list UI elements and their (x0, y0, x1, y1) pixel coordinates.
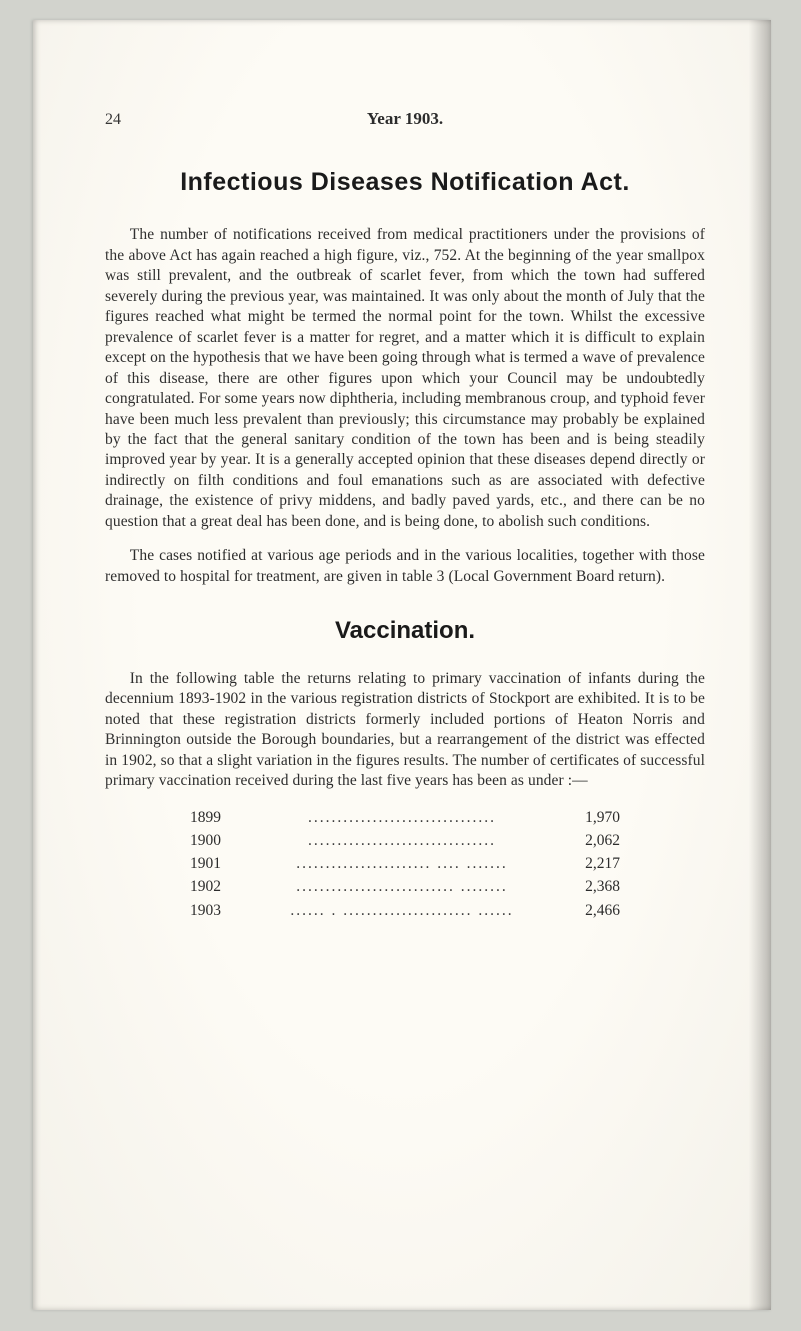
body-paragraph: The number of notifications received fro… (105, 225, 705, 532)
document-page: 24 Year 1903. Infectious Diseases Notifi… (33, 20, 771, 1310)
table-cell-year: 1899 (190, 806, 246, 829)
leader-dots: ................................ (246, 829, 558, 852)
page-number: 24 (105, 109, 165, 130)
leader-dots: ....................... .... ....... (246, 852, 558, 875)
table-row: 1903 ...... . ...................... ...… (190, 899, 620, 922)
section-title-vaccination: Vaccination. (105, 615, 705, 647)
leader-dots: ................................ (246, 806, 558, 829)
table-cell-value: 2,062 (558, 829, 620, 852)
leader-dots: ...... . ...................... ...... (246, 899, 558, 922)
running-title: Year 1903. (165, 108, 705, 130)
table-cell-year: 1900 (190, 829, 246, 852)
table-cell-year: 1903 (190, 899, 246, 922)
table-cell-value: 2,217 (558, 852, 620, 875)
body-paragraph: In the following table the returns relat… (105, 669, 705, 792)
table-cell-value: 2,368 (558, 875, 620, 898)
table-row: 1902 ........................... .......… (190, 875, 620, 898)
table-cell-year: 1902 (190, 875, 246, 898)
table-cell-value: 2,466 (558, 899, 620, 922)
table-row: 1899 ................................ 1,… (190, 806, 620, 829)
page-edge-shadow (743, 20, 771, 1310)
table-cell-year: 1901 (190, 852, 246, 875)
table-cell-value: 1,970 (558, 806, 620, 829)
vaccination-table: 1899 ................................ 1,… (190, 806, 620, 922)
running-head: 24 Year 1903. (105, 108, 705, 130)
table-row: 1901 ....................... .... ......… (190, 852, 620, 875)
body-paragraph: The cases notified at various age period… (105, 546, 705, 587)
section-title-infectious: Infectious Diseases Notification Act. (105, 166, 705, 199)
table-row: 1900 ................................ 2,… (190, 829, 620, 852)
leader-dots: ........................... ........ (246, 875, 558, 898)
